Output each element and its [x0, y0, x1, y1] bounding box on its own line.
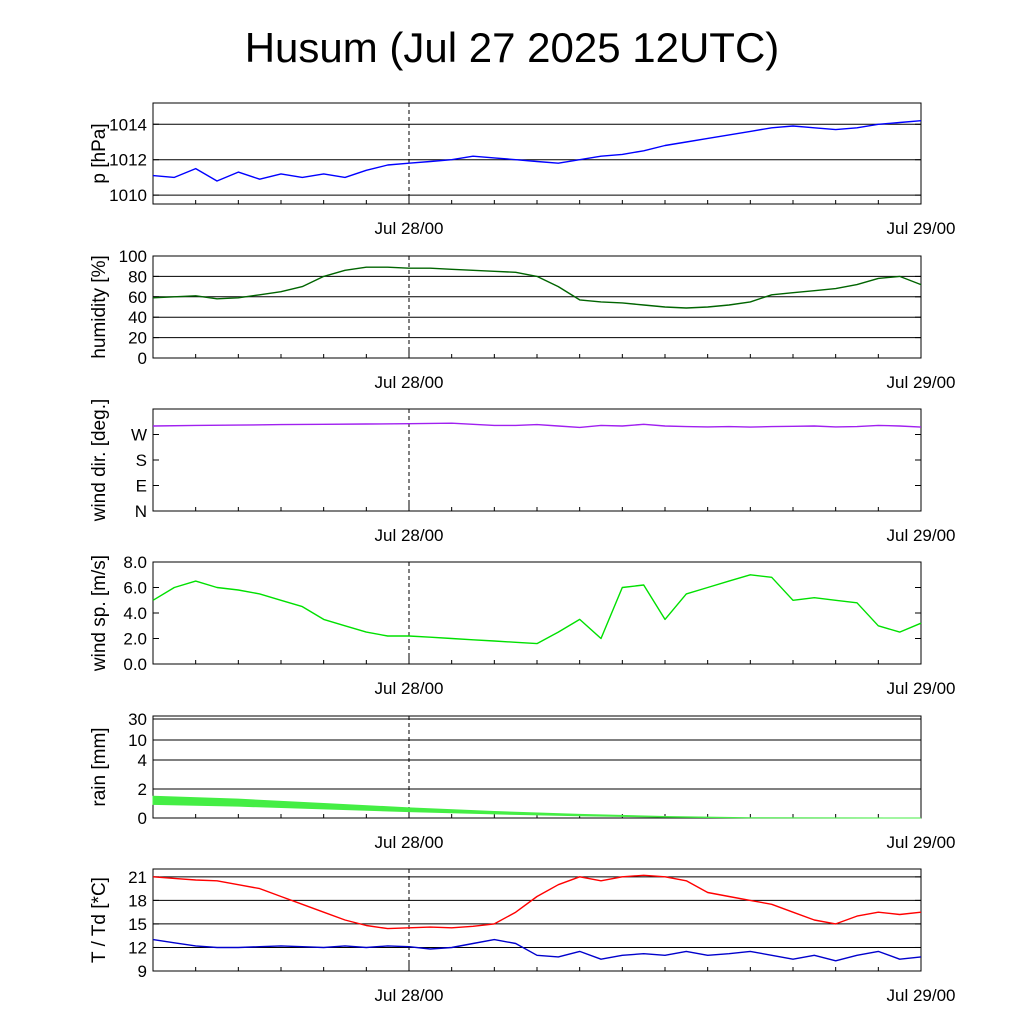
y-tick-label: 1012	[109, 151, 147, 170]
y-tick-label: E	[136, 477, 147, 496]
x-tick-label: Jul 28/00	[375, 219, 444, 238]
y-tick-label: 12	[128, 938, 147, 957]
y-tick-label: 8.0	[123, 553, 147, 572]
y-tick-label: 1010	[109, 186, 147, 205]
x-tick-label: Jul 29/00	[887, 679, 956, 698]
y-tick-label: 0	[138, 349, 147, 368]
y-axis-label: T / Td [*C]	[89, 877, 110, 963]
x-tick-label: Jul 29/00	[887, 219, 956, 238]
y-tick-label: N	[135, 502, 147, 521]
y-axis-label: wind dir. [deg.]	[89, 399, 110, 523]
y-tick-label: 18	[128, 891, 147, 910]
y-tick-label: S	[136, 451, 147, 470]
windspeed-series-line	[152, 574, 922, 645]
plot-frame	[152, 102, 922, 205]
y-tick-label: 0	[138, 809, 147, 828]
rain-panel: 0 2 410 30 rain [mm] Jul 28/00 Jul 29/00	[89, 710, 956, 852]
x-tick-label: Jul 28/00	[375, 986, 444, 1005]
y-tick-label: 80	[128, 267, 147, 286]
y-tick-label: W	[131, 426, 147, 445]
wind-speed-panel: 0.0 2.0 4.0 6.0 8.0 wind sp. [m/s] Jul 28/00 Ju…	[89, 553, 956, 698]
y-tick-label: 10	[128, 731, 147, 750]
y-tick-label: 30	[128, 710, 147, 729]
y-tick-label: 2.0	[123, 630, 147, 649]
x-tick-label: Jul 29/00	[887, 986, 956, 1005]
temperature-series-line	[152, 874, 922, 930]
y-axis-label: wind sp. [m/s]	[89, 555, 110, 672]
y-tick-label: 6.0	[123, 579, 147, 598]
x-tick-label: Jul 29/00	[887, 833, 956, 852]
x-tick-label: Jul 28/00	[375, 833, 444, 852]
y-tick-label: 4	[138, 751, 147, 770]
y-tick-label: 1014	[109, 115, 147, 134]
rain-area	[152, 795, 922, 819]
y-tick-label: 0.0	[123, 655, 147, 674]
y-axis-label: humidity [%]	[89, 255, 110, 358]
plot-frame	[152, 255, 922, 359]
y-tick-label: 9	[138, 962, 147, 981]
x-tick-label: Jul 29/00	[887, 526, 956, 545]
pressure-series-line	[152, 120, 922, 182]
y-axis-label: rain [mm]	[89, 727, 110, 806]
y-tick-label: 60	[128, 288, 147, 307]
x-tick-label: Jul 28/00	[375, 679, 444, 698]
y-tick-label: 15	[128, 915, 147, 934]
y-tick-label: 2	[138, 780, 147, 799]
page-title: Husum (Jul 27 2025 12UTC)	[244, 24, 780, 71]
x-tick-label: Jul 29/00	[887, 373, 956, 392]
y-tick-label: 21	[128, 868, 147, 887]
y-tick-label: 100	[119, 247, 147, 266]
temperature-panel: 9 12 15 18 21 T / Td [*C] Jul 28/00 Jul 29/00	[89, 868, 956, 1005]
winddir-series-line	[152, 422, 922, 429]
y-tick-label: 20	[128, 329, 147, 348]
y-tick-label: 4.0	[123, 604, 147, 623]
y-tick-label: 40	[128, 308, 147, 327]
y-axis-label: p [hPa]	[89, 123, 110, 183]
x-tick-label: Jul 28/00	[375, 373, 444, 392]
humidity-series-line	[152, 266, 922, 309]
x-tick-label: Jul 28/00	[375, 526, 444, 545]
plot-frame	[152, 561, 922, 665]
temperature-series-line	[152, 938, 922, 962]
